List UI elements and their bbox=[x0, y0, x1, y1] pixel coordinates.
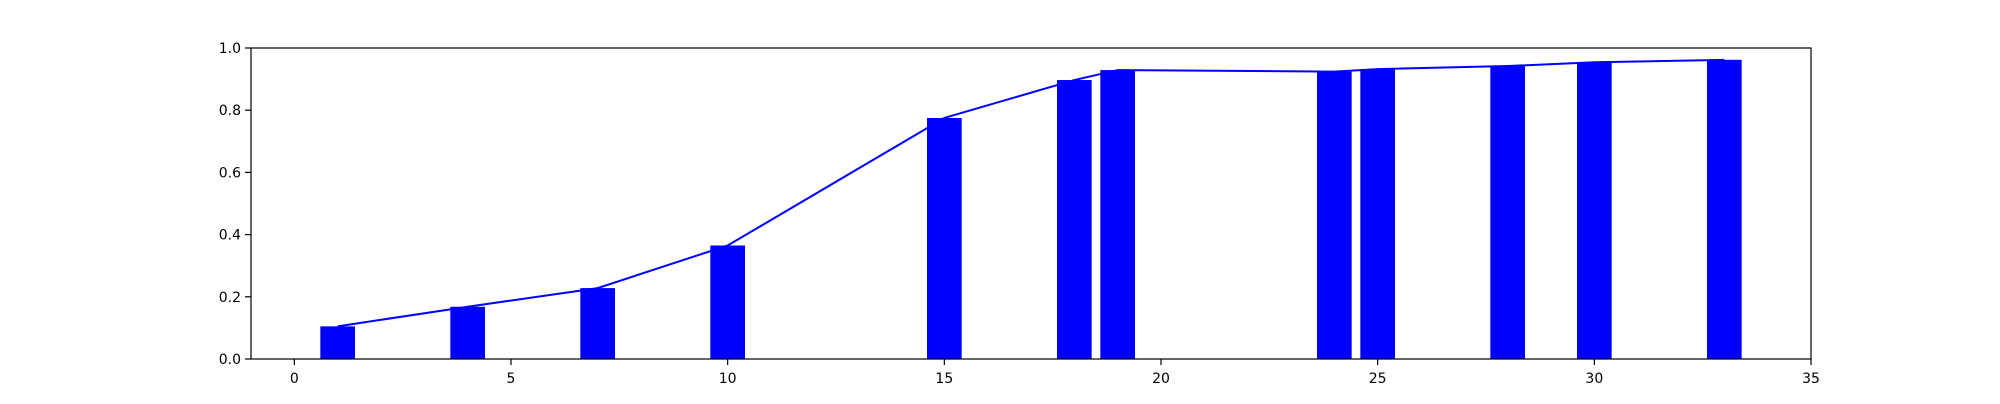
bar-6 bbox=[1100, 70, 1135, 360]
bar-10 bbox=[1577, 62, 1612, 359]
bar-2 bbox=[580, 288, 615, 359]
x-tick-label-6: 30 bbox=[1585, 371, 1603, 387]
bar-11 bbox=[1707, 59, 1742, 360]
y-tick-label-2: 0.4 bbox=[219, 228, 241, 244]
bar-8 bbox=[1360, 69, 1395, 359]
axes-layer bbox=[250, 47, 1812, 360]
x-tick-label-4: 20 bbox=[1152, 371, 1170, 387]
bar-5 bbox=[1057, 80, 1092, 360]
bar-3 bbox=[710, 245, 745, 359]
x-tick-label-3: 15 bbox=[935, 371, 953, 387]
x-tick-label-5: 25 bbox=[1369, 371, 1387, 387]
y-tick-label-1: 0.2 bbox=[219, 290, 241, 306]
x-tick-label-7: 35 bbox=[1802, 371, 1820, 387]
y-tick-label-0: 0.0 bbox=[219, 352, 241, 368]
x-tick-label-1: 5 bbox=[507, 371, 516, 387]
series-line bbox=[337, 58, 1725, 328]
bar-4 bbox=[927, 117, 962, 359]
bar-7 bbox=[1317, 71, 1352, 360]
bar-0 bbox=[320, 326, 355, 359]
y-tick-label-4: 0.8 bbox=[219, 103, 241, 119]
x-tick-label-2: 10 bbox=[719, 371, 737, 387]
x-tick-label-0: 0 bbox=[290, 371, 299, 387]
bar-9 bbox=[1490, 66, 1525, 360]
line-layer bbox=[337, 58, 1725, 328]
ticks-layer: 0 5 10 15 20 25 30 35 0.0 0.2 0.4 0.6 0.8 1.0 bbox=[219, 41, 1820, 387]
bar-1 bbox=[450, 306, 485, 359]
y-tick-label-5: 1.0 bbox=[219, 41, 241, 57]
axes-frame bbox=[250, 47, 1812, 360]
y-tick-label-3: 0.6 bbox=[219, 165, 241, 181]
bars-layer bbox=[320, 59, 1742, 360]
